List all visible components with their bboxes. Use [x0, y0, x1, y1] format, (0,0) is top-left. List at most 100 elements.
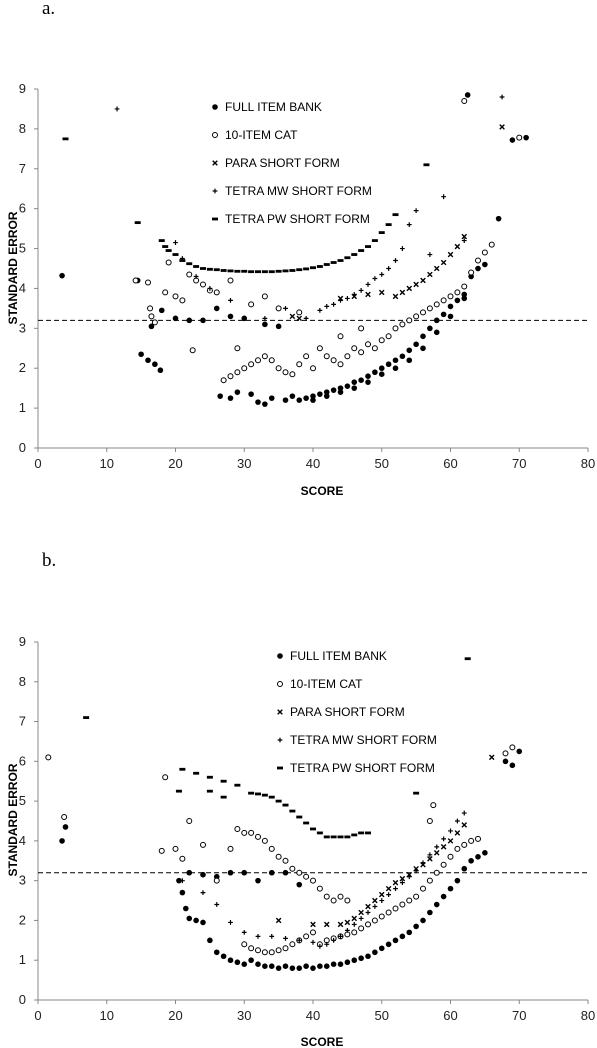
point-tetra-pw-short-form — [193, 771, 200, 775]
x-tick-label: 80 — [581, 456, 595, 471]
point-10-item-cat — [200, 841, 206, 848]
point-tetra-mw-short-form — [331, 302, 337, 307]
point-10-item-cat — [241, 941, 248, 948]
point-full-item-bank — [227, 313, 234, 320]
point-10-item-cat — [289, 371, 296, 378]
y-axis-title-a: STANDARD ERROR — [6, 211, 20, 324]
y-tick-label: 8 — [19, 121, 26, 136]
point-full-item-bank — [399, 933, 406, 940]
point-para-short-form — [365, 903, 371, 910]
point-10-item-cat — [337, 893, 344, 900]
point-full-item-bank — [464, 92, 471, 98]
point-10-item-cat — [351, 345, 358, 352]
point-tetra-pw-short-form — [351, 833, 358, 837]
point-tetra-mw-short-form — [406, 222, 412, 228]
point-10-item-cat — [310, 929, 316, 936]
point-10-item-cat — [261, 949, 268, 956]
y-tick-label: 4 — [19, 833, 26, 848]
point-tetra-pw-short-form — [303, 821, 310, 825]
point-para-short-form — [365, 291, 371, 298]
point-full-item-bank — [234, 389, 241, 395]
point-full-item-bank — [303, 395, 309, 401]
point-full-item-bank — [413, 923, 419, 930]
point-10-item-cat — [179, 855, 186, 862]
point-10-item-cat — [365, 921, 371, 928]
point-tetra-pw-short-form — [365, 245, 371, 248]
x-tick-label: 20 — [168, 1008, 182, 1023]
point-para-short-form — [372, 897, 378, 904]
point-tetra-mw-short-form — [317, 307, 323, 313]
point-10-item-cat — [516, 134, 523, 141]
point-10-item-cat — [468, 269, 475, 276]
point-tetra-pw-short-form — [310, 266, 316, 270]
point-tetra-mw-short-form — [324, 941, 330, 947]
point-para-short-form — [399, 875, 406, 882]
point-10-item-cat — [378, 913, 385, 920]
point-tetra-pw-short-form — [378, 231, 385, 234]
point-full-item-bank — [523, 134, 529, 141]
point-full-item-bank — [255, 399, 261, 405]
point-para-short-form — [399, 289, 406, 296]
point-tetra-pw-short-form — [351, 253, 358, 256]
point-tetra-pw-short-form — [158, 239, 165, 242]
point-para-short-form — [385, 885, 392, 892]
y-tick-label: 0 — [19, 440, 26, 455]
point-para-short-form — [488, 754, 495, 761]
point-tetra-mw-short-form — [386, 266, 392, 271]
x-tick-label: 30 — [237, 1008, 251, 1023]
point-full-item-bank — [227, 957, 234, 964]
point-tetra-mw-short-form — [114, 106, 120, 112]
point-para-short-form — [289, 313, 296, 320]
point-full-item-bank — [183, 905, 189, 912]
point-10-item-cat — [147, 305, 154, 312]
point-tetra-pw-short-form — [179, 767, 186, 771]
point-tetra-pw-short-form — [220, 779, 227, 783]
point-full-item-bank — [275, 323, 282, 330]
point-tetra-pw-short-form — [310, 827, 316, 831]
point-full-item-bank — [152, 361, 158, 368]
point-tetra-mw-short-form — [413, 208, 419, 214]
point-tetra-mw-short-form — [499, 94, 505, 100]
point-tetra-pw-short-form — [330, 835, 337, 839]
point-10-item-cat — [413, 893, 420, 900]
point-10-item-cat — [248, 361, 255, 368]
point-tetra-mw-short-form — [228, 920, 233, 925]
point-10-item-cat — [227, 277, 234, 284]
point-tetra-mw-short-form — [427, 252, 433, 257]
point-10-item-cat — [385, 333, 392, 340]
point-10-item-cat — [241, 829, 248, 836]
point-10-item-cat — [440, 297, 447, 304]
point-full-item-bank — [427, 325, 433, 332]
point-10-item-cat — [330, 897, 337, 904]
point-10-item-cat — [399, 321, 406, 328]
point-tetra-pw-short-form — [316, 831, 323, 835]
y-tick-label: 7 — [19, 161, 26, 176]
point-10-item-cat — [461, 841, 468, 848]
point-10-item-cat — [420, 309, 426, 316]
point-10-item-cat — [475, 835, 481, 842]
point-tetra-mw-short-form — [420, 860, 426, 866]
point-para-short-form — [461, 822, 468, 828]
point-full-item-bank — [296, 881, 303, 888]
point-full-item-bank — [323, 389, 330, 395]
point-full-item-bank — [330, 387, 337, 393]
point-full-item-bank — [220, 953, 227, 960]
point-full-item-bank — [372, 949, 378, 956]
y-tick-label: 2 — [19, 360, 26, 375]
legend-label: FULL ITEM BANK — [225, 100, 322, 114]
point-10-item-cat — [430, 802, 437, 809]
legend-marker — [277, 766, 283, 770]
point-para-short-form — [378, 891, 385, 898]
point-full-item-bank — [262, 321, 268, 328]
point-10-item-cat — [296, 361, 303, 368]
point-10-item-cat — [344, 897, 351, 904]
point-tetra-pw-short-form — [464, 657, 471, 661]
point-full-item-bank — [482, 850, 488, 856]
point-tetra-mw-short-form — [283, 305, 288, 311]
point-tetra-mw-short-form — [262, 315, 268, 321]
point-full-item-bank — [433, 329, 440, 336]
point-10-item-cat — [268, 357, 275, 364]
point-full-item-bank — [310, 393, 316, 399]
point-tetra-mw-short-form — [358, 916, 364, 921]
point-tetra-pw-short-form — [200, 267, 206, 270]
